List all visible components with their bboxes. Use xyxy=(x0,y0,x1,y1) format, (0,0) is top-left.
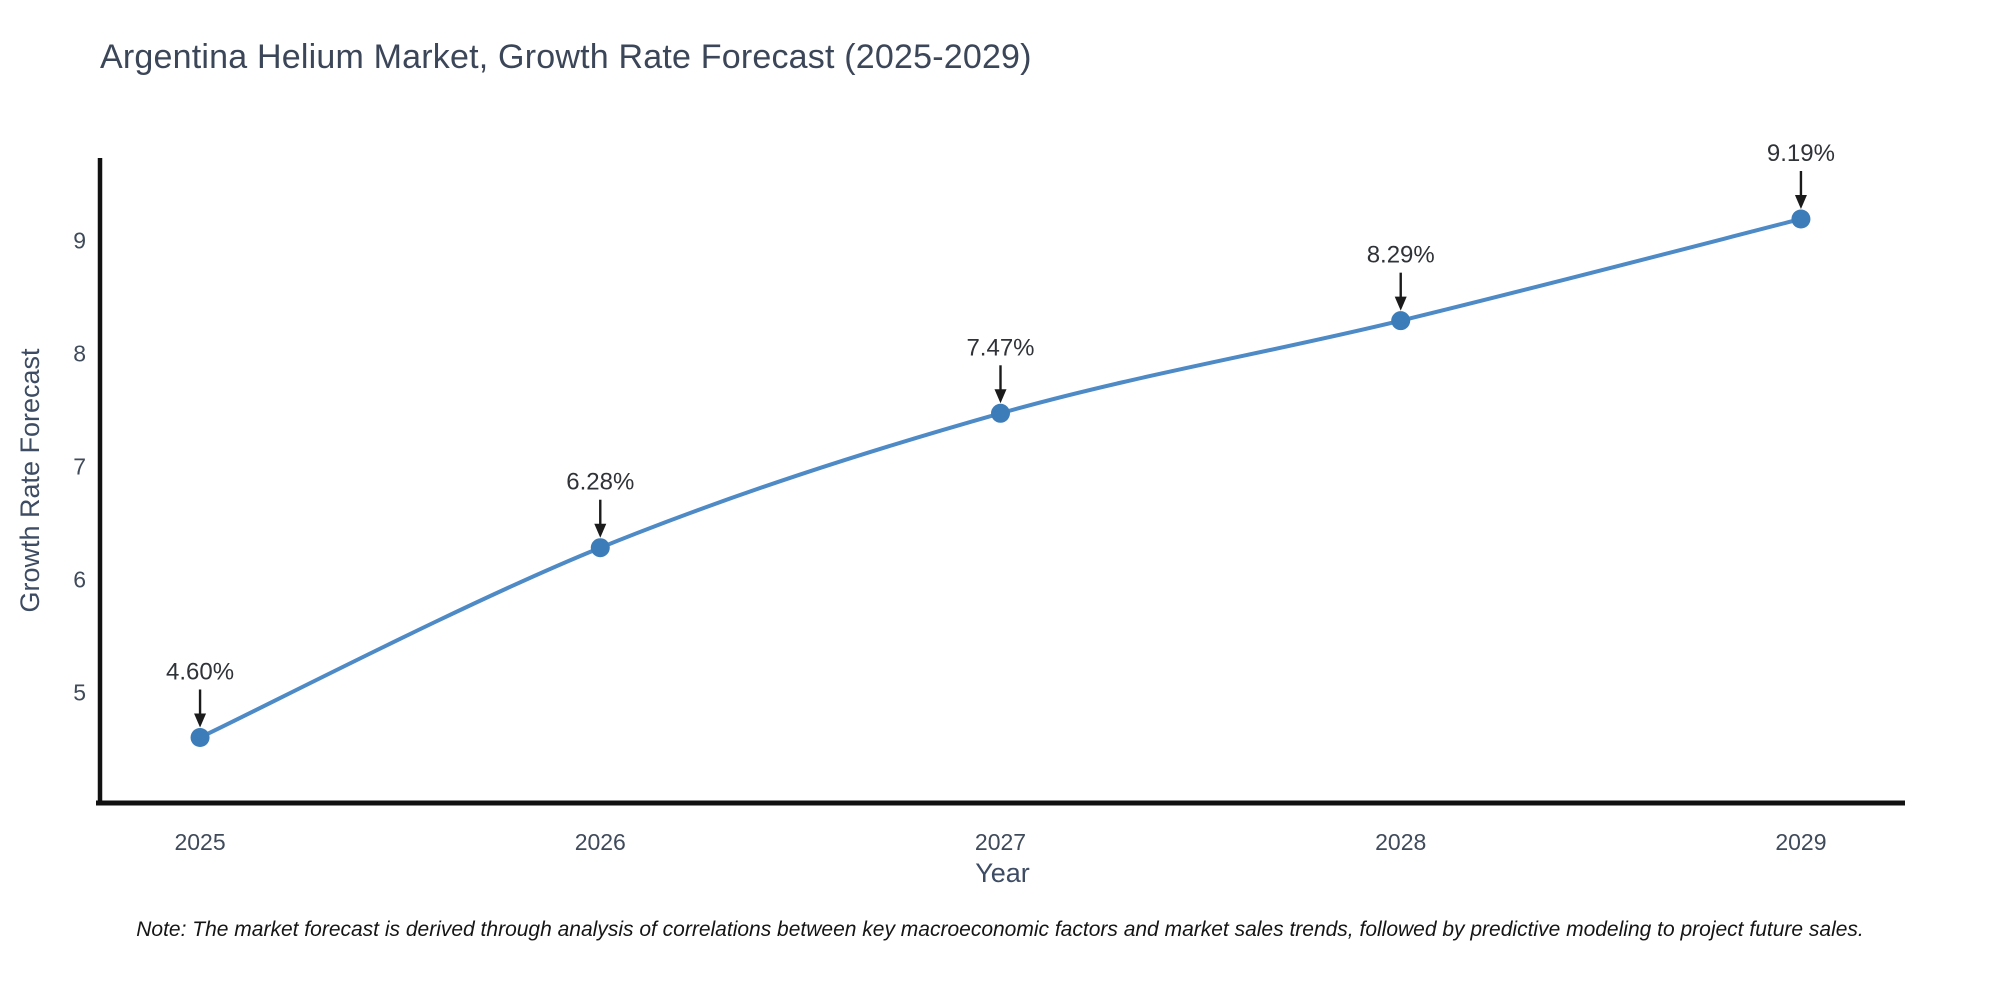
annotation-arrowhead xyxy=(1794,194,1807,209)
y-tick-label: 8 xyxy=(73,340,86,366)
data-point-label: 7.47% xyxy=(966,334,1034,361)
data-point-label: 6.28% xyxy=(566,469,634,496)
data-point-label: 9.19% xyxy=(1767,140,1835,167)
data-point-label: 8.29% xyxy=(1367,242,1435,269)
annotation-arrowhead xyxy=(1394,296,1407,311)
data-point-marker[interactable] xyxy=(1791,209,1811,229)
data-point-marker[interactable] xyxy=(590,538,610,558)
y-tick-label: 7 xyxy=(73,453,86,479)
annotation-arrowhead xyxy=(594,523,607,538)
x-tick-label: 2029 xyxy=(1775,829,1826,855)
y-tick-label: 9 xyxy=(73,227,86,253)
y-tick-label: 6 xyxy=(73,566,86,592)
chart-footnote: Note: The market forecast is derived thr… xyxy=(136,918,1864,941)
x-tick-label: 2027 xyxy=(975,829,1026,855)
y-tick-label: 5 xyxy=(73,679,86,705)
y-axis-title: Growth Rate Forecast xyxy=(15,348,45,613)
growth-rate-line xyxy=(198,216,1803,740)
data-point-label: 4.60% xyxy=(166,658,234,685)
data-point-marker[interactable] xyxy=(190,727,210,747)
x-axis-title: Year xyxy=(975,858,1030,888)
chart-title: Argentina Helium Market, Growth Rate For… xyxy=(100,38,1032,76)
data-point-marker[interactable] xyxy=(1391,311,1411,331)
x-tick-label: 2025 xyxy=(174,829,225,855)
annotation-arrowhead xyxy=(994,389,1007,404)
data-point-marker[interactable] xyxy=(990,403,1010,423)
annotation-arrowhead xyxy=(194,713,207,728)
x-tick-label: 2026 xyxy=(575,829,626,855)
x-tick-label: 2028 xyxy=(1375,829,1426,855)
